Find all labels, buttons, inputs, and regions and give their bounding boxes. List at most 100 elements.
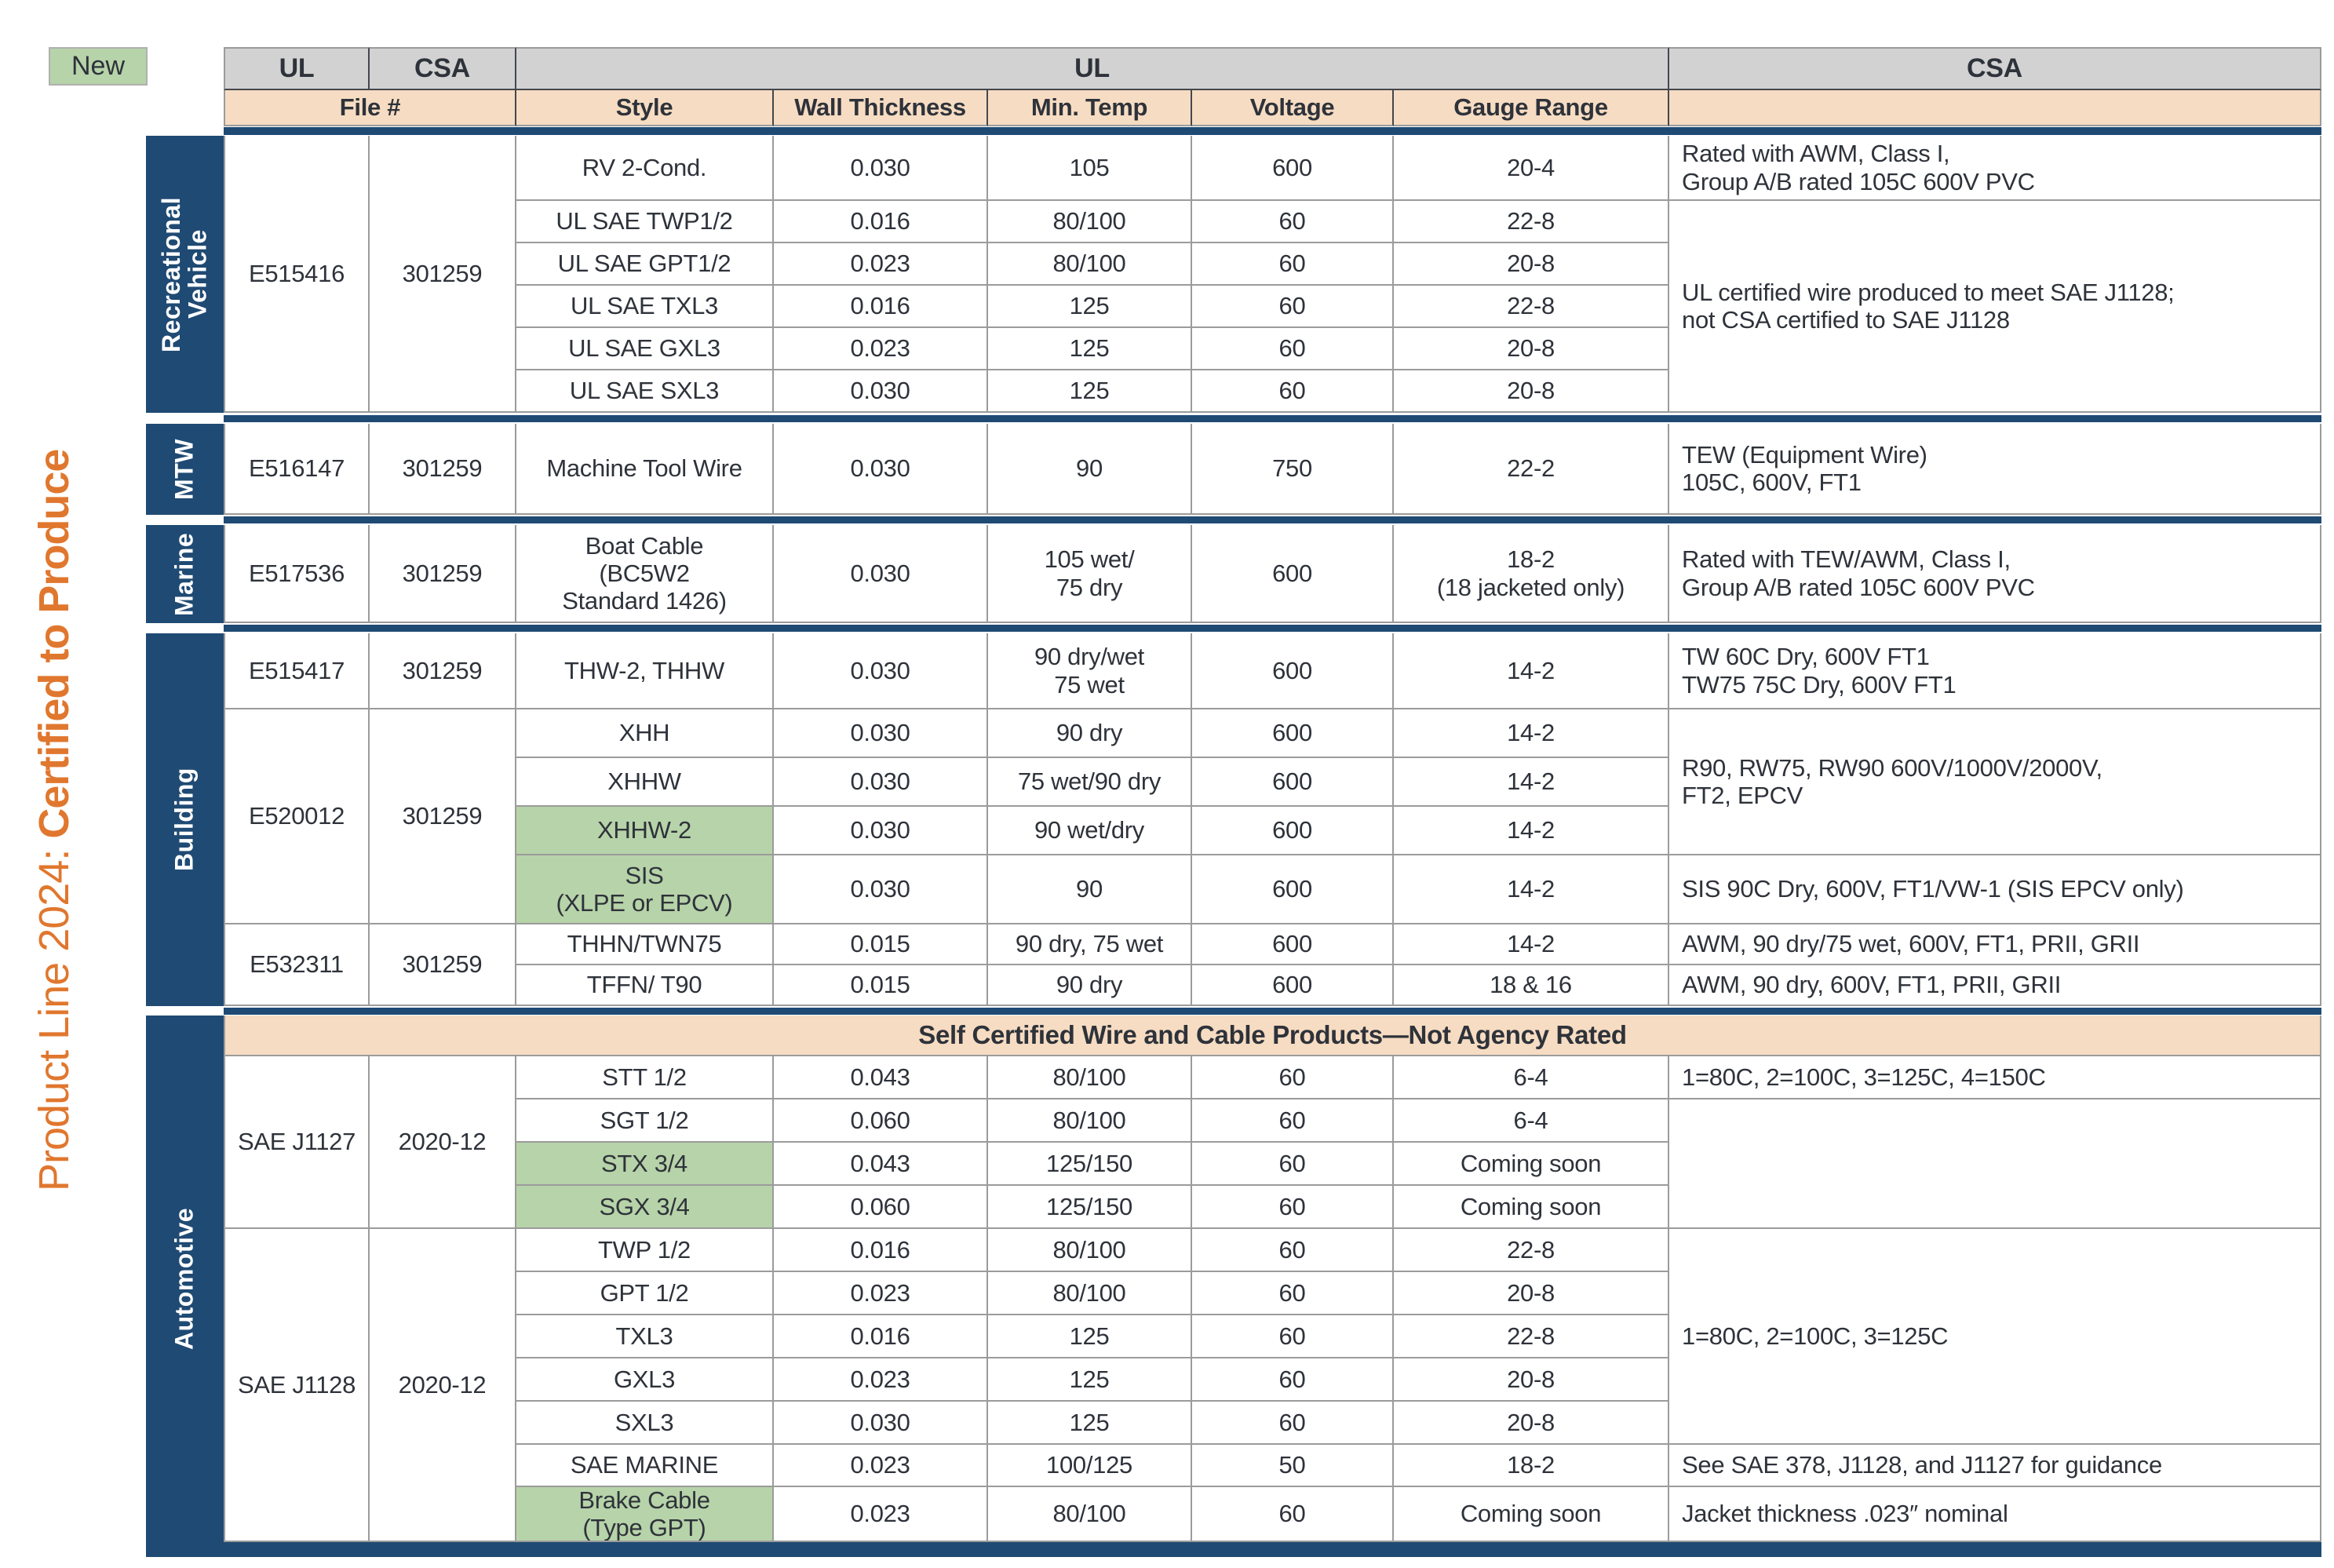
- divider-bar: [224, 625, 2321, 632]
- wall-cell: 0.030: [774, 424, 988, 515]
- wall-cell: 0.023: [774, 1445, 988, 1487]
- voltage-cell: 600: [1192, 924, 1394, 965]
- voltage-cell: 60: [1192, 1272, 1394, 1315]
- gauge-cell: 6-4: [1394, 1099, 1669, 1143]
- temp-cell: 75 wet/90 dry: [988, 758, 1192, 807]
- wall-cell: 0.030: [774, 633, 988, 709]
- product-table: UL CSA UL CSA File # Style Wall Thicknes…: [146, 47, 2321, 1557]
- gauge-cell: Coming soon: [1394, 1186, 1669, 1229]
- gauge-cell: 22-2: [1394, 424, 1669, 515]
- csa-note: SIS 90C Dry, 600V, FT1/VW-1 (SIS EPCV on…: [1669, 855, 2321, 924]
- voltage-cell: 60: [1192, 243, 1394, 286]
- wall-cell: 0.016: [774, 286, 988, 328]
- style-cell: STT 1/2: [516, 1056, 774, 1099]
- header-voltage: Voltage: [1192, 90, 1394, 126]
- gauge-cell: 20-8: [1394, 1402, 1669, 1445]
- temp-cell: 125: [988, 370, 1192, 413]
- wall-cell: 0.016: [774, 1315, 988, 1358]
- voltage-cell: 600: [1192, 807, 1394, 855]
- section-mtw: MTW E516147 301259 Machine Tool Wire 0.0…: [146, 424, 2321, 515]
- gauge-cell: 14-2: [1394, 758, 1669, 807]
- temp-cell: 90 dry, 75 wet: [988, 924, 1192, 965]
- section-label-mtw: MTW: [146, 424, 224, 515]
- style-cell: SXL3: [516, 1402, 774, 1445]
- voltage-cell: 60: [1192, 1099, 1394, 1143]
- header-file: File #: [224, 90, 516, 126]
- sae-file-number: SAE J1127: [224, 1056, 370, 1229]
- style-cell: GPT 1/2: [516, 1272, 774, 1315]
- style-cell: XHH: [516, 709, 774, 758]
- wall-cell: 0.030: [774, 855, 988, 924]
- style-cell-highlighted: STX 3/4: [516, 1143, 774, 1186]
- style-cell: TWP 1/2: [516, 1229, 774, 1272]
- section-label-marine: Marine: [146, 525, 224, 623]
- section-divider: [146, 413, 2321, 424]
- wall-cell: 0.060: [774, 1186, 988, 1229]
- wall-cell: 0.023: [774, 328, 988, 370]
- header-spacer-2: [146, 90, 224, 126]
- voltage-cell: 60: [1192, 1402, 1394, 1445]
- gauge-cell: 20-8: [1394, 328, 1669, 370]
- wall-cell: 0.043: [774, 1143, 988, 1186]
- section-divider: [146, 623, 2321, 633]
- sae-date: 2020-12: [370, 1056, 516, 1229]
- style-cell-highlighted: SIS (XLPE or EPCV): [516, 855, 774, 924]
- csa-note: Jacket thickness .023″ nominal: [1669, 1487, 2321, 1542]
- sae-file-number: SAE J1128: [224, 1229, 370, 1542]
- temp-cell: 105 wet/ 75 dry: [988, 525, 1192, 623]
- temp-cell: 80/100: [988, 1056, 1192, 1099]
- gauge-cell: 14-2: [1394, 709, 1669, 758]
- wall-cell: 0.016: [774, 1229, 988, 1272]
- voltage-cell: 60: [1192, 328, 1394, 370]
- voltage-cell: 750: [1192, 424, 1394, 515]
- voltage-cell: 60: [1192, 1056, 1394, 1099]
- temp-cell: 90: [988, 424, 1192, 515]
- wall-cell: 0.030: [774, 370, 988, 413]
- section-divider: [146, 126, 2321, 136]
- section-building: Building E520012 301259 E532311 301259 R…: [146, 633, 2321, 1006]
- temp-cell: 90 wet/dry: [988, 807, 1192, 855]
- style-cell: THW-2, THHW: [516, 633, 774, 709]
- ul-file-number: E517536: [224, 525, 370, 623]
- voltage-cell: 600: [1192, 136, 1394, 201]
- csa-note: AWM, 90 dry, 600V, FT1, PRII, GRII: [1669, 965, 2321, 1006]
- voltage-cell: 60: [1192, 1315, 1394, 1358]
- wall-cell: 0.023: [774, 243, 988, 286]
- voltage-cell: 600: [1192, 709, 1394, 758]
- gauge-cell: Coming soon: [1394, 1143, 1669, 1186]
- style-cell: GXL3: [516, 1358, 774, 1402]
- csa-note: Rated with AWM, Class I, Group A/B rated…: [1669, 136, 2321, 201]
- sae-date: 2020-12: [370, 1229, 516, 1542]
- temp-cell: 80/100: [988, 201, 1192, 243]
- section-divider: [146, 1006, 2321, 1016]
- gauge-cell: 14-2: [1394, 633, 1669, 709]
- gauge-cell: 14-2: [1394, 855, 1669, 924]
- ul-file-number: E516147: [224, 424, 370, 515]
- gauge-cell: 14-2: [1394, 807, 1669, 855]
- voltage-cell: 60: [1192, 201, 1394, 243]
- wall-cell: 0.030: [774, 525, 988, 623]
- header-wall-thickness: Wall Thickness: [774, 90, 988, 126]
- style-cell: TXL3: [516, 1315, 774, 1358]
- style-cell: RV 2-Cond.: [516, 136, 774, 201]
- voltage-cell: 60: [1192, 1358, 1394, 1402]
- gauge-cell: 22-8: [1394, 201, 1669, 243]
- ul-file-number: E532311: [224, 924, 370, 1006]
- csa-note-merged: R90, RW75, RW90 600V/1000V/2000V, FT2, E…: [1669, 709, 2321, 855]
- voltage-cell: 60: [1192, 1143, 1394, 1186]
- style-cell: UL SAE SXL3: [516, 370, 774, 413]
- temp-cell: 125: [988, 1315, 1192, 1358]
- section-label-automotive: Automotive: [146, 1016, 224, 1542]
- style-cell-highlighted: SGX 3/4: [516, 1186, 774, 1229]
- voltage-cell: 50: [1192, 1445, 1394, 1487]
- header-csa-group: CSA: [1669, 47, 2321, 90]
- section-divider: [146, 515, 2321, 525]
- csa-note: 1=80C, 2=100C, 3=125C, 4=150C: [1669, 1056, 2321, 1099]
- csa-file-number: 301259: [370, 709, 516, 924]
- style-cell: UL SAE GPT1/2: [516, 243, 774, 286]
- temp-cell: 125/150: [988, 1186, 1192, 1229]
- csa-note-empty: [1669, 1099, 2321, 1229]
- gauge-cell: 14-2: [1394, 924, 1669, 965]
- csa-file-number: 301259: [370, 136, 516, 413]
